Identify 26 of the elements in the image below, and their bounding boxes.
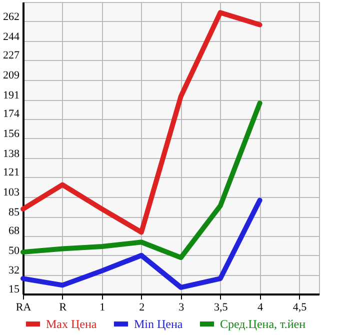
y-tick-label: 103 <box>3 186 20 198</box>
x-tick-label: 4,5 <box>292 302 308 314</box>
y-tick-label: 209 <box>3 69 20 82</box>
x-tick-label: R <box>59 302 68 314</box>
y-tick-label: 15 <box>8 284 20 296</box>
y-tick-label: 227 <box>3 50 20 62</box>
y-tick-label: 68 <box>8 225 20 238</box>
legend-label: Min Цена <box>134 317 184 331</box>
y-tick-label: 156 <box>3 128 20 140</box>
legend-label: Max Цена <box>46 317 98 331</box>
x-tick-label: 3,5 <box>214 302 228 314</box>
x-tick-label: 1 <box>100 302 106 314</box>
y-tick-label: 138 <box>3 148 20 160</box>
y-tick-label: 174 <box>3 108 20 120</box>
y-tick-label: 262 <box>3 10 20 23</box>
y-tick-label: 121 <box>3 166 20 179</box>
x-tick-label: 2 <box>139 302 145 314</box>
x-tick-label: 3 <box>178 302 185 314</box>
legend-label: Сред.Цена, т.йен <box>220 317 306 331</box>
y-tick-label: 32 <box>8 264 20 277</box>
y-tick-label: 50 <box>8 244 20 257</box>
x-tick-label: 4 <box>258 302 264 314</box>
y-tick-label: 191 <box>3 89 20 102</box>
y-tick-label: 244 <box>3 30 20 43</box>
x-tick-label: RA <box>16 302 32 314</box>
y-tick-label: 85 <box>8 206 20 218</box>
